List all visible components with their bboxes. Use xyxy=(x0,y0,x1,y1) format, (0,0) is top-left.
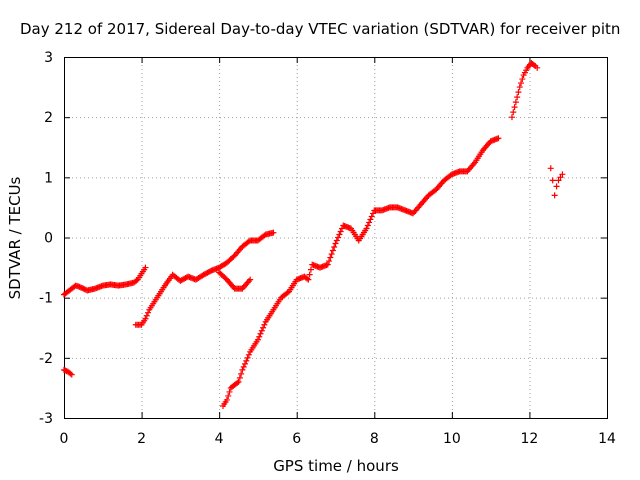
data-point xyxy=(145,309,152,316)
data-point xyxy=(329,247,336,254)
data-point xyxy=(553,183,560,190)
data-point xyxy=(245,351,252,358)
data-point xyxy=(555,177,562,184)
data-point xyxy=(67,370,74,377)
data-point xyxy=(326,258,333,265)
data-point xyxy=(549,177,556,184)
data-point xyxy=(363,225,370,232)
data-point xyxy=(223,396,230,403)
data-point xyxy=(307,266,314,273)
data-point xyxy=(336,231,343,238)
data-point xyxy=(234,379,241,386)
data-point xyxy=(530,62,537,69)
y-tick-label: -3 xyxy=(39,411,53,427)
data-point xyxy=(368,213,375,220)
series-arc-5 xyxy=(220,135,502,409)
y-axis-label: SDTVAR / TECUs xyxy=(6,176,24,299)
data-point xyxy=(238,370,245,377)
x-tick-label: 10 xyxy=(443,431,461,447)
x-tick-label: 8 xyxy=(370,431,379,447)
data-point xyxy=(328,251,335,258)
data-point xyxy=(236,374,243,381)
y-tick-label: -2 xyxy=(39,351,53,367)
data-point xyxy=(254,336,261,343)
data-point xyxy=(366,219,373,226)
grid xyxy=(64,57,607,418)
data-point xyxy=(327,254,334,261)
data-point xyxy=(133,277,140,284)
x-tick-label: 2 xyxy=(137,431,146,447)
series-arc-2 xyxy=(61,366,75,378)
data-point xyxy=(337,228,344,235)
data-point xyxy=(369,210,376,217)
x-tick-label: 14 xyxy=(598,431,616,447)
data-point xyxy=(508,114,515,121)
series-arc-3 xyxy=(132,229,277,328)
data-point xyxy=(516,84,523,91)
data-point xyxy=(367,216,374,223)
data-point xyxy=(515,89,522,96)
data-point xyxy=(242,360,248,367)
y-tick-label: 1 xyxy=(44,170,53,186)
data-point xyxy=(256,333,263,340)
data-point xyxy=(240,363,247,370)
series-arc-6 xyxy=(508,60,541,121)
data-point xyxy=(284,289,291,296)
data-point xyxy=(143,312,150,319)
data-point xyxy=(261,321,268,328)
data-point xyxy=(495,135,502,142)
x-axis-label: GPS time / hours xyxy=(273,457,399,475)
data-point xyxy=(519,76,526,83)
series-arc-4 xyxy=(216,269,254,292)
data-point xyxy=(68,371,75,378)
data-point xyxy=(551,192,558,199)
data-point xyxy=(534,64,541,71)
data-point xyxy=(226,388,233,395)
data-point xyxy=(324,261,331,268)
data-point xyxy=(270,229,277,236)
data-point xyxy=(512,99,519,106)
data-point xyxy=(257,330,264,337)
data-point xyxy=(547,165,554,172)
data-point xyxy=(518,80,525,87)
series-arc-7 xyxy=(547,165,566,199)
data-point xyxy=(511,104,518,111)
data-point xyxy=(225,392,232,399)
points xyxy=(61,60,566,409)
data-point xyxy=(332,240,339,247)
data-point xyxy=(514,94,521,101)
series-arc-1 xyxy=(61,264,149,298)
x-tick-label: 4 xyxy=(215,431,224,447)
x-tick-label: 12 xyxy=(521,431,539,447)
y-tick-label: 2 xyxy=(44,110,53,126)
y-tick-label: 3 xyxy=(44,50,53,66)
data-point xyxy=(305,276,312,283)
y-tick-label: 0 xyxy=(44,231,53,247)
data-point xyxy=(260,324,267,331)
data-point xyxy=(258,327,265,334)
data-point xyxy=(243,357,250,364)
data-point xyxy=(510,109,517,116)
data-point xyxy=(247,276,254,283)
x-tick-label: 0 xyxy=(60,431,69,447)
x-tick-label: 6 xyxy=(292,431,301,447)
chart-title: Day 212 of 2017, Sidereal Day-to-day VTE… xyxy=(20,20,620,38)
data-point xyxy=(142,264,149,271)
data-point xyxy=(306,271,313,278)
data-point xyxy=(331,244,338,251)
y-tick-label: -1 xyxy=(39,291,53,307)
data-point xyxy=(559,171,566,178)
data-point xyxy=(142,315,149,322)
data-point xyxy=(244,354,251,361)
data-point xyxy=(235,378,242,385)
data-point xyxy=(239,366,246,373)
data-point xyxy=(364,222,371,229)
data-point xyxy=(557,174,564,181)
data-point xyxy=(335,234,342,241)
data-point xyxy=(333,237,340,244)
data-point xyxy=(304,275,311,282)
